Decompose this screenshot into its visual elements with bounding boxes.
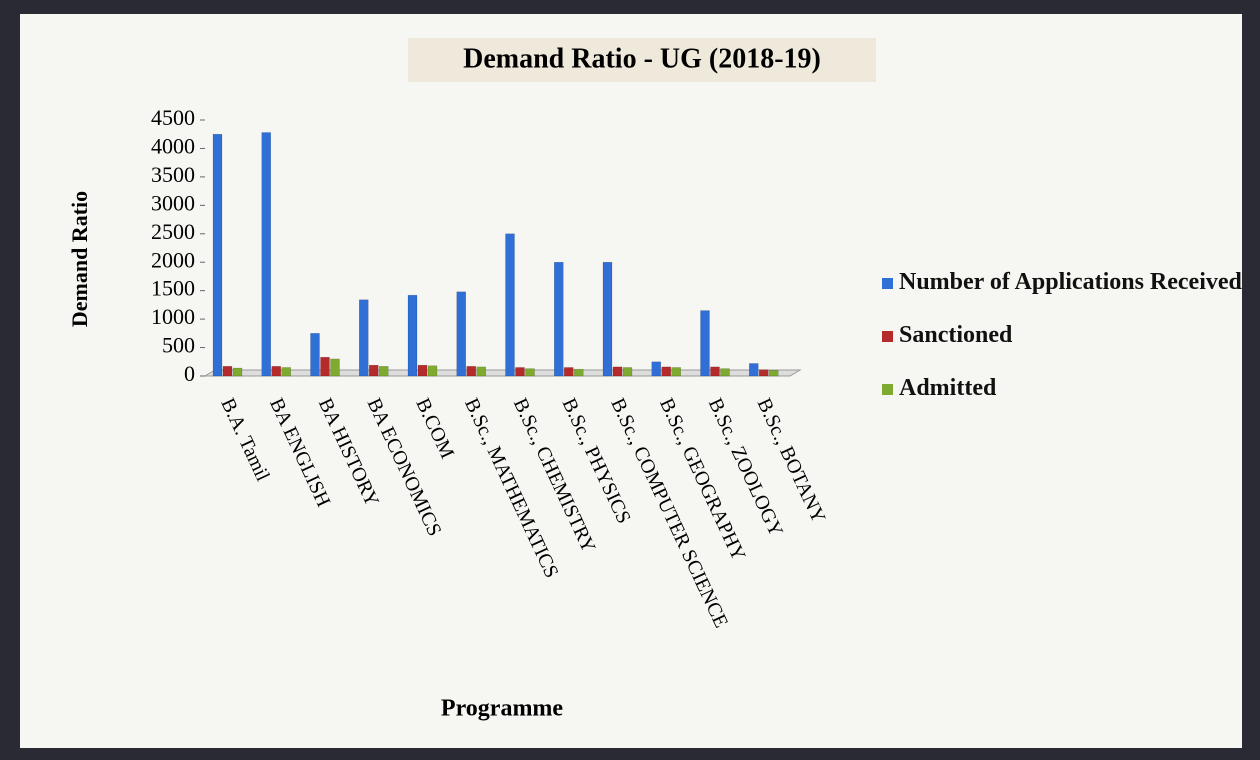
- bar: [515, 367, 525, 377]
- legend-item: Number of Applications Received: [882, 269, 1242, 296]
- bar: [261, 132, 271, 377]
- bar: [310, 333, 320, 377]
- bar: [769, 370, 779, 377]
- y-tick-label: 2500: [151, 219, 195, 244]
- bar: [476, 366, 486, 377]
- bar: [671, 367, 681, 377]
- x-tick-label: B.COM: [411, 395, 458, 462]
- y-tick-label: 4500: [151, 105, 195, 130]
- bar: [359, 299, 369, 377]
- bar: [651, 361, 661, 377]
- legend-swatch: [882, 384, 893, 395]
- bar: [759, 369, 769, 377]
- y-tick-label: 1500: [151, 276, 195, 301]
- x-tick-label: B.Sc., MATHEMATICS: [460, 395, 563, 582]
- bar: [222, 366, 233, 377]
- y-tick-label: 4000: [151, 133, 195, 158]
- bar: [505, 233, 515, 377]
- bar: [427, 365, 438, 377]
- bar: [407, 294, 418, 377]
- bar: [661, 366, 671, 377]
- bar: [417, 364, 428, 377]
- legend: Number of Applications Received Sanctione…: [882, 269, 1242, 428]
- bar: [212, 133, 223, 377]
- bar: [554, 261, 564, 377]
- y-tick-label: 0: [184, 361, 195, 386]
- chart: Demand Ratio - UG (2018-19) Demand Ratio…: [67, 38, 876, 722]
- bar: [369, 364, 379, 377]
- legend-item: Sanctioned: [882, 322, 1242, 349]
- bar: [232, 367, 243, 377]
- y-tick-label: 3500: [151, 162, 195, 187]
- bar: [271, 366, 281, 377]
- title-box: [408, 38, 876, 82]
- bar: [749, 363, 759, 377]
- chart-title: Demand Ratio - UG (2018-19): [463, 43, 821, 74]
- y-tick-label: 1000: [151, 304, 195, 329]
- bar: [602, 261, 613, 377]
- bar: [281, 367, 291, 377]
- bar: [720, 368, 730, 377]
- bar: [320, 356, 330, 377]
- bar: [574, 368, 584, 377]
- bar: [612, 366, 623, 377]
- x-tick-label: B.A. Tamil: [216, 395, 274, 485]
- bar: [330, 358, 340, 377]
- bar: [379, 366, 389, 377]
- y-tick-label: 500: [162, 333, 195, 358]
- x-axis-label: Programme: [441, 696, 564, 722]
- bar: [622, 367, 633, 377]
- bar: [466, 366, 476, 377]
- legend-item: Admitted: [882, 375, 1242, 402]
- legend-swatch: [882, 278, 893, 289]
- chart-frame: Demand Ratio - UG (2018-19) Demand Ratio…: [20, 14, 1242, 748]
- legend-swatch: [882, 331, 893, 342]
- legend-label: Sanctioned: [899, 322, 1013, 348]
- bar: [456, 291, 466, 377]
- bar: [525, 368, 535, 377]
- x-axis-floor: [203, 369, 802, 377]
- legend-label: Admitted: [899, 375, 997, 401]
- bar: [700, 310, 710, 377]
- bar: [710, 366, 720, 377]
- legend-label: Number of Applications Received: [899, 269, 1242, 295]
- bar: [564, 367, 574, 377]
- y-tick-label: 2000: [151, 247, 195, 272]
- y-tick-label: 3000: [151, 190, 195, 215]
- y-axis-label: Demand Ratio: [67, 191, 92, 327]
